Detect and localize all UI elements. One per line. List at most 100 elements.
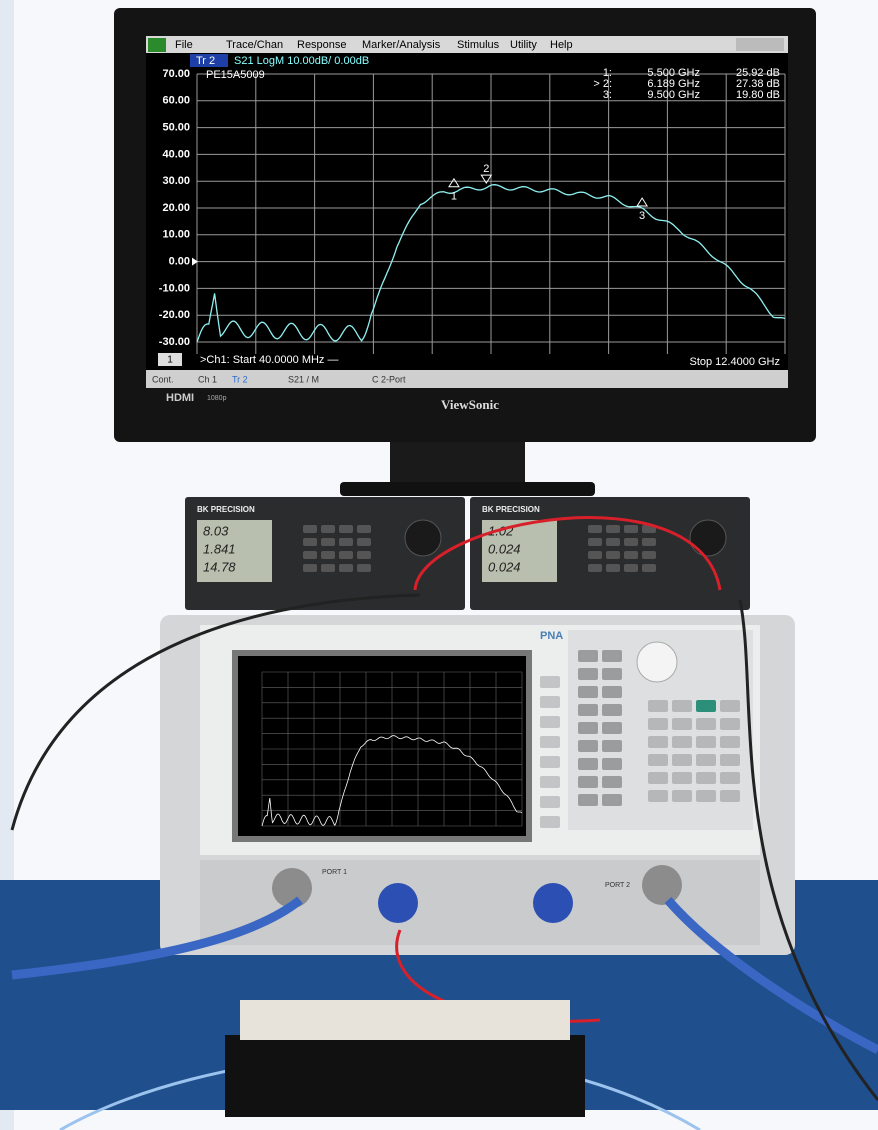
softkey [540, 816, 560, 828]
status-item: Cont. [152, 374, 174, 384]
psu-reading: 0.024 [488, 559, 521, 574]
analyzer-key [672, 718, 692, 730]
analyzer-key [602, 758, 622, 770]
y-label: 50.00 [162, 122, 190, 134]
analyzer-key [648, 700, 668, 712]
marker-triangle [448, 177, 460, 188]
analyzer-key [696, 754, 716, 766]
start: >Ch1: Start 40.0000 MHz — [200, 354, 338, 366]
y-label: 10.00 [162, 229, 190, 241]
blue-cable-left [11, 896, 303, 980]
device-id: PE15A5009 [206, 69, 265, 81]
psu-key [642, 564, 656, 572]
analyzer-key [648, 790, 668, 802]
psu-key [642, 551, 656, 559]
black-cable-left [10, 593, 421, 831]
analyzer-key [672, 736, 692, 748]
analyzer-key [672, 790, 692, 802]
blue-cable-right [664, 897, 878, 1054]
marker-tag: 2 [483, 163, 489, 175]
analyzer-key [602, 776, 622, 788]
y-label: -10.00 [159, 282, 190, 294]
marker-freq: 9.500 GHz [647, 89, 700, 101]
psu-brand: BK PRECISION [482, 505, 540, 514]
analyzer-key [648, 754, 668, 766]
psu-key [624, 538, 638, 546]
analyzer-key [602, 686, 622, 698]
analyzer-key [648, 736, 668, 748]
y-label: 70.00 [162, 68, 190, 80]
analyzer-key [578, 740, 598, 752]
analyzer-key [578, 794, 598, 806]
y-label: 60.00 [162, 95, 190, 107]
menu-item: Response [297, 39, 347, 51]
analyzer-key [578, 722, 598, 734]
analyzer-key [720, 790, 740, 802]
menu-item: Marker/Analysis [362, 39, 441, 51]
psu-key [339, 551, 353, 559]
analyzer-screen [238, 656, 526, 836]
psu-knob [404, 519, 442, 557]
status-item: C 2-Port [372, 374, 406, 384]
marker-freq: 6.189 GHz [647, 78, 700, 90]
app-icon [148, 38, 166, 52]
marker-value: 19.80 dB [736, 89, 780, 101]
analyzer-key [696, 772, 716, 784]
psu-key [339, 525, 353, 533]
softkey [540, 756, 560, 768]
screen [146, 36, 788, 388]
marker-value: 27.38 dB [736, 78, 780, 90]
psu-key [588, 538, 602, 546]
analyzer-key [696, 718, 716, 730]
analyzer-key [648, 772, 668, 784]
psu-key [321, 551, 335, 559]
port-blue-2 [533, 883, 573, 923]
psu-key [321, 525, 335, 533]
analyzer-key [602, 704, 622, 716]
trace-tab: Tr 2 [196, 55, 215, 67]
menu-item: Help [550, 39, 573, 51]
trace-bar [146, 53, 788, 67]
analyzer-key [602, 722, 622, 734]
analyzer-key [648, 718, 668, 730]
status-bar [146, 370, 788, 388]
psu-key [303, 551, 317, 559]
analyzer-key [672, 772, 692, 784]
psu-key [606, 538, 620, 546]
analyzer-label: PNA [540, 630, 563, 642]
window-buttons [736, 38, 784, 51]
stop: Stop 12.4000 GHz [689, 356, 780, 368]
port-blue-1 [378, 883, 418, 923]
trace [196, 184, 786, 343]
analyzer-key [602, 668, 622, 680]
analyzer-key [720, 772, 740, 784]
psu-key [357, 525, 371, 533]
psu-reading: 1.841 [203, 541, 236, 556]
psu-key [321, 564, 335, 572]
y-label: -20.00 [159, 309, 190, 321]
analyzer-key [602, 794, 622, 806]
analyzer-key [578, 704, 598, 716]
psu-key [624, 564, 638, 572]
hdmi-note: 1080p [207, 395, 227, 402]
trace-tab-box [190, 54, 228, 67]
psu-key [303, 525, 317, 533]
marker-id: 1: [603, 67, 612, 79]
analyzer-key [720, 700, 740, 712]
softkey [540, 676, 560, 688]
edge [0, 0, 14, 1130]
softkey [540, 776, 560, 788]
psu-key [606, 564, 620, 572]
psu-key [624, 551, 638, 559]
psu-brand: BK PRECISION [197, 505, 255, 514]
monitor-neck [390, 440, 525, 488]
psu-key [321, 538, 335, 546]
port-1-label: PORT 1 [322, 869, 347, 876]
analyzer-key [720, 754, 740, 766]
fixture-box [225, 1035, 585, 1117]
psu-lcd [197, 520, 272, 582]
psu-key [606, 525, 620, 533]
menu-bar [146, 36, 788, 53]
softkey [540, 716, 560, 728]
